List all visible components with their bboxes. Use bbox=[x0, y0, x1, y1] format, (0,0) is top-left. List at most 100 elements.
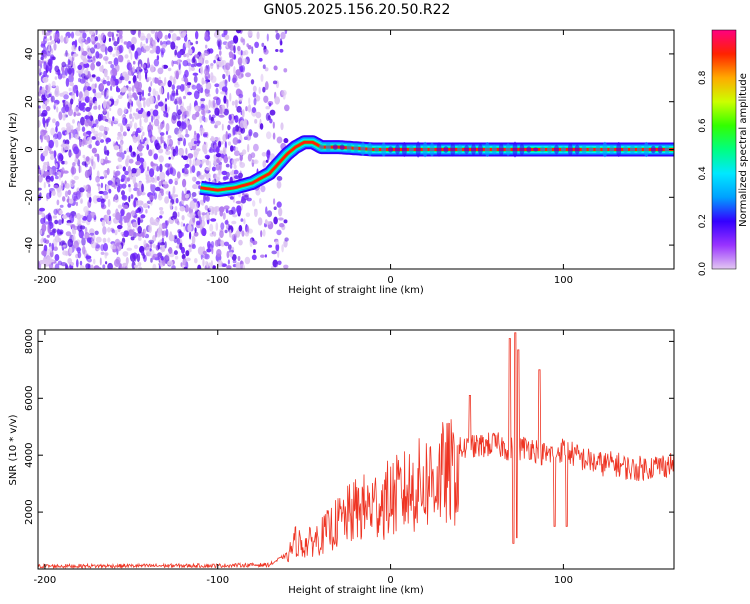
noise-speck bbox=[62, 196, 66, 202]
noise-speck bbox=[102, 226, 107, 235]
noise-speck bbox=[233, 66, 236, 75]
noise-speck bbox=[201, 103, 204, 108]
noise-speck bbox=[226, 251, 230, 259]
noise-speck bbox=[111, 182, 116, 188]
noise-speck bbox=[167, 138, 170, 146]
noise-speck bbox=[72, 228, 77, 235]
noise-speck bbox=[163, 141, 166, 147]
noise-speck bbox=[104, 194, 109, 199]
noise-speck bbox=[103, 56, 109, 61]
noise-speck bbox=[262, 160, 267, 168]
noise-speck bbox=[102, 264, 106, 269]
noise-speck bbox=[124, 73, 130, 82]
noise-speck bbox=[46, 134, 49, 143]
noise-speck bbox=[240, 218, 244, 222]
noise-speck bbox=[234, 146, 239, 152]
noise-speck bbox=[191, 113, 197, 121]
noise-speck bbox=[187, 91, 192, 96]
noise-speck bbox=[91, 74, 96, 78]
noise-speck bbox=[247, 104, 252, 113]
noise-speck bbox=[152, 243, 156, 249]
noise-speck bbox=[76, 222, 82, 226]
noise-speck bbox=[140, 107, 144, 113]
noise-speck bbox=[205, 214, 210, 219]
noise-speck bbox=[48, 150, 55, 154]
noise-speck bbox=[105, 184, 110, 192]
noise-speck bbox=[123, 107, 127, 114]
ridge-blob bbox=[498, 143, 504, 156]
noise-speck bbox=[188, 244, 192, 248]
noise-speck bbox=[53, 42, 57, 51]
noise-speck bbox=[54, 172, 58, 177]
noise-speck bbox=[229, 92, 232, 102]
noise-speck bbox=[208, 205, 214, 211]
noise-speck bbox=[80, 102, 86, 107]
noise-speck bbox=[117, 224, 123, 230]
noise-speck bbox=[74, 133, 78, 140]
noise-speck bbox=[64, 160, 68, 165]
noise-speck bbox=[117, 94, 123, 99]
noise-speck bbox=[246, 197, 252, 202]
noise-speck bbox=[117, 107, 123, 117]
noise-speck bbox=[227, 133, 232, 138]
noise-speck bbox=[249, 238, 253, 247]
noise-speck bbox=[90, 62, 95, 71]
noise-speck bbox=[194, 258, 198, 264]
noise-speck bbox=[162, 64, 169, 69]
noise-speck bbox=[176, 237, 181, 245]
noise-speck bbox=[228, 156, 231, 160]
noise-speck bbox=[64, 190, 69, 198]
noise-speck bbox=[195, 40, 199, 45]
noise-speck bbox=[145, 71, 148, 80]
noise-speck bbox=[223, 155, 229, 164]
noise-speck bbox=[207, 241, 211, 249]
noise-speck bbox=[133, 122, 138, 130]
noise-speck bbox=[58, 111, 63, 121]
noise-speck bbox=[84, 89, 90, 97]
ridge-blob bbox=[567, 143, 573, 156]
noise-speck bbox=[195, 180, 201, 185]
noise-speck bbox=[198, 212, 201, 220]
noise-speck bbox=[106, 209, 111, 216]
noise-speck bbox=[233, 35, 239, 44]
noise-speck bbox=[185, 250, 190, 257]
noise-speck bbox=[65, 122, 71, 128]
noise-speck bbox=[85, 254, 89, 261]
noise-speck bbox=[109, 96, 114, 100]
noise-speck bbox=[233, 45, 236, 54]
noise-speck bbox=[54, 65, 60, 73]
noise-speck bbox=[130, 236, 135, 241]
ridge-blob bbox=[471, 143, 476, 156]
noise-speck bbox=[61, 74, 67, 79]
noise-speck bbox=[91, 158, 94, 167]
noise-speck bbox=[53, 208, 58, 215]
noise-speck bbox=[114, 194, 117, 200]
noise-speck bbox=[252, 91, 257, 98]
noise-speck bbox=[61, 106, 66, 114]
noise-speck bbox=[148, 129, 153, 138]
noise-speck bbox=[73, 111, 76, 117]
noise-speck bbox=[167, 33, 171, 39]
noise-speck bbox=[199, 127, 205, 134]
noise-speck bbox=[219, 56, 223, 61]
noise-speck bbox=[154, 77, 159, 84]
y-tick-label: 8000 bbox=[24, 329, 35, 354]
noise-speck bbox=[283, 239, 288, 248]
y-tick-label: -40 bbox=[24, 237, 35, 253]
noise-speck bbox=[96, 76, 101, 82]
noise-speck bbox=[205, 167, 211, 171]
noise-speck bbox=[78, 45, 81, 52]
noise-speck bbox=[42, 116, 46, 125]
noise-speck bbox=[167, 106, 171, 111]
noise-speck bbox=[253, 97, 257, 106]
noise-speck bbox=[221, 123, 224, 131]
noise-speck bbox=[196, 133, 200, 142]
noise-speck bbox=[235, 69, 241, 76]
noise-speck bbox=[81, 73, 86, 79]
snr-x-axis-label: Height of straight line (km) bbox=[288, 585, 424, 596]
noise-speck bbox=[216, 38, 222, 48]
noise-speck bbox=[137, 59, 143, 69]
noise-speck bbox=[138, 266, 143, 269]
y-tick-label: 0 bbox=[24, 146, 35, 152]
noise-speck bbox=[135, 130, 139, 138]
